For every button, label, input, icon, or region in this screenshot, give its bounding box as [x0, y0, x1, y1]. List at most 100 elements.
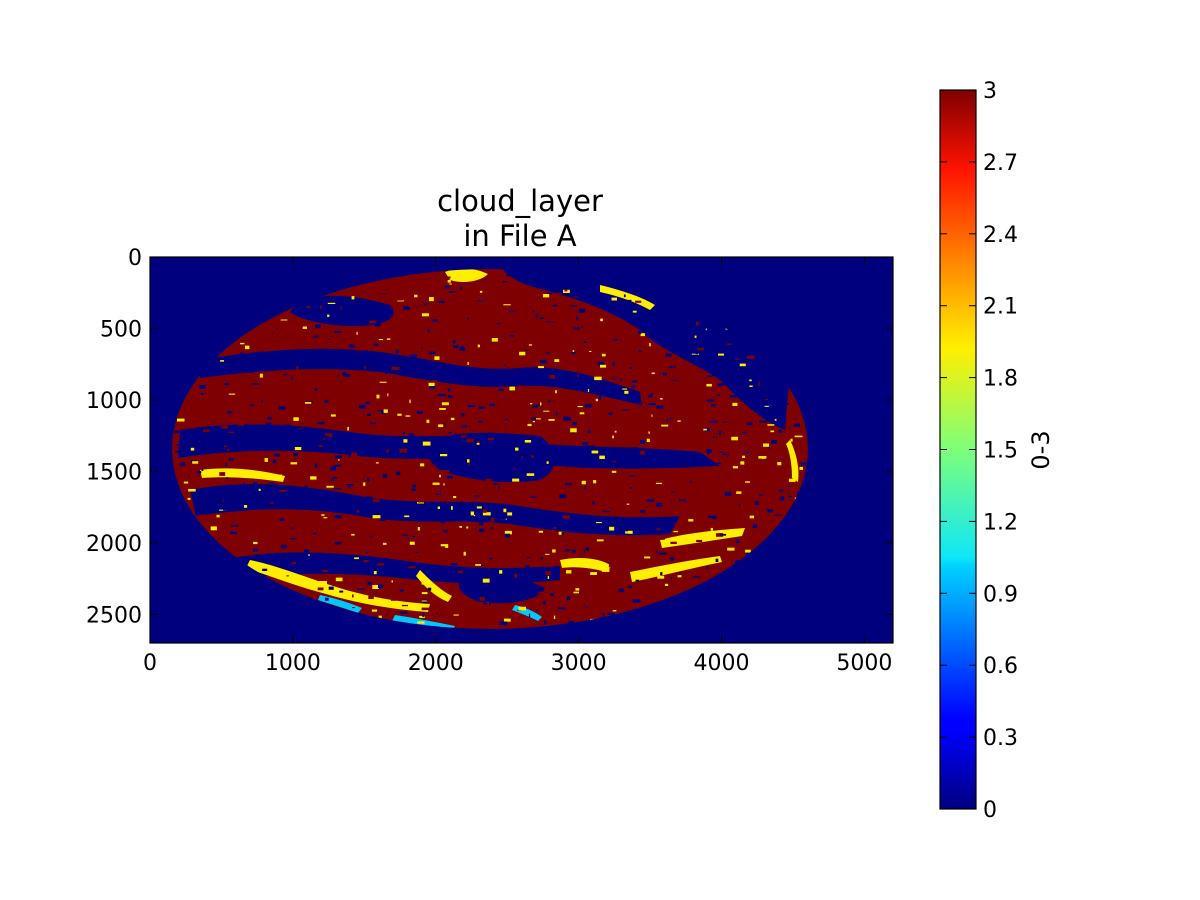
speckle: [458, 404, 464, 409]
speckle: [585, 475, 592, 478]
speckle: [746, 451, 750, 454]
speckle: [229, 458, 234, 461]
speckle: [201, 469, 204, 471]
speckle: [666, 419, 669, 422]
speckle: [372, 515, 381, 519]
speckle: [290, 462, 298, 465]
speckle: [421, 600, 427, 602]
speckle: [354, 557, 359, 560]
x-tick-label: 2000: [408, 651, 464, 676]
speckle: [601, 568, 610, 572]
speckle: [607, 612, 616, 615]
speckle: [378, 584, 383, 589]
colorbar-tick-label: 2.7: [983, 151, 1018, 176]
speckle: [584, 486, 587, 490]
speckle: [474, 514, 476, 517]
speckle: [736, 491, 742, 494]
speckle: [627, 530, 633, 534]
speckle: [334, 330, 342, 333]
speckle: [655, 337, 658, 340]
speckle: [429, 297, 434, 302]
speckle: [307, 309, 313, 313]
speckle: [633, 498, 641, 500]
speckle: [422, 441, 431, 446]
x-tick-label: 5000: [836, 651, 892, 676]
speckle: [280, 319, 288, 321]
speckle: [487, 472, 489, 475]
speckle: [351, 296, 355, 300]
speckle: [396, 471, 401, 476]
speckle: [245, 345, 250, 350]
speckle: [274, 474, 282, 479]
speckle: [688, 519, 694, 522]
plot-frame: [149, 256, 894, 644]
speckle: [558, 531, 563, 535]
speckle: [627, 447, 631, 451]
speckle: [723, 511, 729, 515]
speckle: [549, 375, 555, 379]
speckle: [406, 474, 411, 477]
speckle: [515, 435, 522, 437]
speckle: [638, 330, 642, 335]
speckle: [341, 292, 348, 295]
speckle: [553, 615, 556, 619]
speckle: [379, 381, 387, 383]
speckle: [453, 614, 459, 616]
speckle: [428, 382, 435, 387]
speckle: [324, 399, 329, 403]
speckle: [323, 517, 328, 519]
clear-band-3: [190, 483, 680, 536]
speckle: [538, 610, 546, 614]
speckle: [612, 610, 618, 612]
speckle: [437, 506, 440, 509]
speckle: [327, 479, 329, 483]
mid-cloud-center: [560, 558, 612, 572]
speckle: [718, 431, 722, 435]
speckle: [399, 448, 408, 453]
speckle: [535, 314, 538, 319]
speckle: [518, 385, 523, 390]
speckle: [460, 435, 467, 438]
speckle: [188, 401, 193, 405]
speckle: [475, 564, 481, 566]
speckle: [528, 344, 532, 346]
speckle: [222, 499, 224, 502]
speckle: [238, 423, 244, 426]
speckle: [304, 485, 308, 488]
speckle: [421, 313, 430, 317]
speckle: [646, 499, 655, 502]
speckle: [373, 571, 377, 575]
speckle: [231, 525, 239, 527]
speckle: [565, 483, 572, 486]
speckle: [439, 489, 441, 493]
speckle: [444, 285, 450, 289]
speckle: [414, 551, 419, 554]
speckle: [521, 456, 524, 459]
speckle: [324, 433, 333, 437]
speckle: [729, 444, 731, 448]
speckle: [489, 403, 495, 407]
speckle: [330, 414, 336, 417]
speckle: [648, 403, 656, 406]
speckle: [395, 350, 400, 353]
speckle: [489, 527, 494, 529]
speckle: [461, 425, 468, 428]
speckle: [429, 386, 436, 389]
speckle: [591, 450, 599, 454]
speckle: [209, 438, 212, 441]
speckle: [572, 421, 577, 426]
speckle: [746, 355, 755, 359]
speckle: [506, 274, 513, 277]
speckle: [622, 409, 629, 411]
speckle: [334, 515, 342, 519]
speckle: [507, 512, 513, 516]
speckle: [586, 445, 594, 447]
speckle: [262, 516, 267, 521]
speckle: [327, 338, 331, 340]
speckle: [459, 347, 466, 351]
speckle: [569, 305, 577, 307]
speckle: [358, 405, 367, 409]
speckle: [363, 482, 366, 486]
colorbar-tick-label: 3: [983, 79, 997, 104]
speckle: [241, 552, 249, 556]
